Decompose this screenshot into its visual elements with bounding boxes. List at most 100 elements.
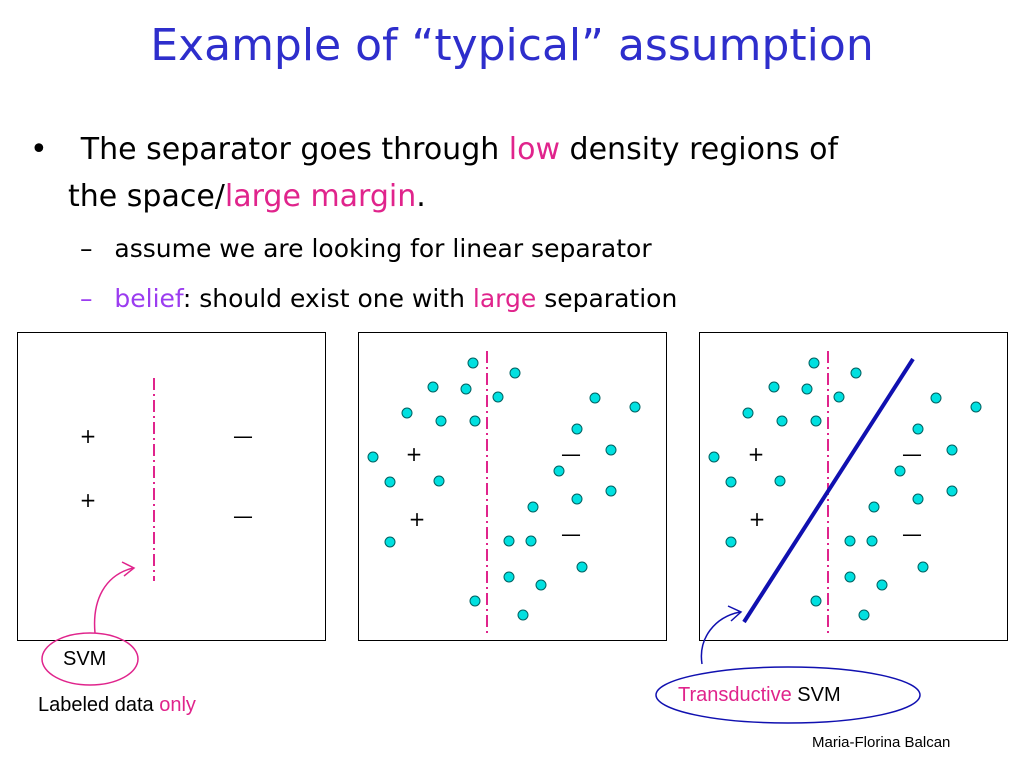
bullet-text-part: The separator goes through [80,132,509,167]
panel-3-canvas: + + — — [708,351,982,633]
panel-1-canvas: + + — — [80,378,253,581]
sub-bullet-1: – assume we are looking for linear separ… [80,236,652,261]
unlabeled-point [605,485,617,497]
unlabeled-point [946,444,958,456]
plus-label: + [80,488,97,512]
unlabeled-point [553,465,565,477]
unlabeled-point [435,415,447,427]
transductive-word: Transductive [678,684,792,706]
plus-label: + [80,424,97,448]
labeled-data-caption: Labeled data only [38,694,196,717]
plus-label: + [748,442,765,466]
large-word: large [472,284,537,313]
unlabeled-point [776,415,788,427]
plus-label: + [406,442,423,466]
dash-marker: – [80,284,93,313]
unlabeled-point [571,493,583,505]
unlabeled-point [433,475,445,487]
unlabeled-point [930,392,942,404]
bullet-text-part: . [416,179,426,214]
unlabeled-point [810,595,822,607]
unlabeled-point [576,561,588,573]
unlabeled-point [605,444,617,456]
unlabeled-point [509,367,521,379]
unlabeled-point [725,536,737,548]
unlabeled-point [894,465,906,477]
svm-word: SVM [791,684,841,706]
unlabeled-point [876,579,888,591]
unlabeled-point [367,451,379,463]
unlabeled-point [384,536,396,548]
panel-transductive: + + — — [699,332,1008,641]
minus-label: — [233,504,253,528]
panel-labeled-only: + + — — [17,332,326,641]
unlabeled-point [525,535,537,547]
unlabeled-point [768,381,780,393]
minus-label: — [561,522,581,546]
unlabeled-point [858,609,870,621]
unlabeled-point [401,407,413,419]
transductive-separator [742,357,915,624]
unlabeled-point [912,493,924,505]
unlabeled-point [503,535,515,547]
unlabeled-point [808,357,820,369]
sub-bullet-text: separation [536,284,678,313]
only-word: only [159,694,196,716]
bullet-text-part: density regions of [560,132,839,167]
unlabeled-point [868,501,880,513]
bullet-text-part: the space/ [68,179,225,214]
dash-marker: – [80,234,93,263]
transductive-svm-label: Transductive SVM [678,684,841,707]
unlabeled-point [460,383,472,395]
bullet-text-line-1: • The separator goes through low density… [30,135,838,165]
panel-2-canvas: + + — — [367,351,641,633]
belief-word: belief [114,284,183,313]
bullet-highlight-large-margin: large margin [224,179,417,214]
minus-label: — [902,442,922,466]
author-credit: Maria-Florina Balcan [812,734,951,751]
unlabeled-point [850,367,862,379]
sub-bullet-2: – belief: should exist one with large se… [80,286,677,311]
unlabeled-point [503,571,515,583]
unlabeled-point [844,535,856,547]
unlabeled-point [427,381,439,393]
unlabeled-point [708,451,720,463]
slide-title: Example of “typical” assumption [150,20,874,71]
unlabeled-point [844,571,856,583]
unlabeled-point [589,392,601,404]
unlabeled-point [467,357,479,369]
bullet-marker: • [30,132,48,167]
unlabeled-point [946,485,958,497]
unlabeled-point [912,423,924,435]
unlabeled-point [917,561,929,573]
sub-bullet-text: : should exist one with [182,284,473,313]
unlabeled-point [527,501,539,513]
unlabeled-point [384,476,396,488]
unlabeled-point [517,609,529,621]
plus-label: + [749,507,766,531]
unlabeled-point [810,415,822,427]
unlabeled-point [492,391,504,403]
unlabeled-point [469,595,481,607]
unlabeled-point [629,401,641,413]
sub-bullet-text: assume we are looking for linear separat… [114,234,652,263]
unlabeled-point [725,476,737,488]
unlabeled-point [970,401,982,413]
bullet-highlight-low: low [508,132,561,167]
unlabeled-point [469,415,481,427]
labeled-data-text: Labeled data [38,694,160,716]
unlabeled-point [535,579,547,591]
minus-label: — [902,522,922,546]
unlabeled-point [801,383,813,395]
minus-label: — [561,442,581,466]
bullet-text-line-2: the space/large margin. [68,182,426,212]
svm-label: SVM [63,648,107,670]
unlabeled-point [833,391,845,403]
unlabeled-point [774,475,786,487]
unlabeled-point [866,535,878,547]
panel-with-unlabeled: + + — — [358,332,667,641]
plus-label: + [409,507,426,531]
unlabeled-point [742,407,754,419]
unlabeled-point [571,423,583,435]
minus-label: — [233,424,253,448]
